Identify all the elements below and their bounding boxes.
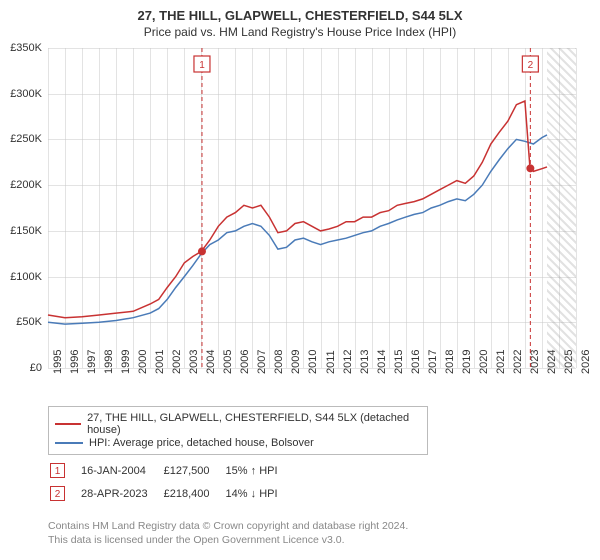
chart-title: 27, THE HILL, GLAPWELL, CHESTERFIELD, S4…	[0, 8, 600, 23]
event-dot-2	[526, 164, 534, 172]
legend-item-blue: HPI: Average price, detached house, Bols…	[55, 437, 421, 449]
event-num-2: 2	[528, 60, 534, 71]
event-row-1: 1 16-JAN-2004 £127,500 15% ↑ HPI	[50, 460, 292, 481]
series-line-red	[48, 101, 547, 318]
y-axis-label: £350K	[10, 42, 42, 54]
chart-subtitle: Price paid vs. HM Land Registry's House …	[0, 25, 600, 39]
footnote-line-2: This data is licensed under the Open Gov…	[48, 534, 408, 548]
legend-swatch-red	[55, 423, 81, 425]
y-axis-label: £100K	[10, 271, 42, 283]
y-axis-label: £150K	[10, 225, 42, 237]
event-pct-2: 14% ↓ HPI	[226, 483, 292, 504]
event-marker-2: 2	[50, 486, 65, 501]
y-axis-label: £200K	[10, 179, 42, 191]
event-date-1: 16-JAN-2004	[81, 460, 162, 481]
event-num-1: 1	[199, 60, 205, 71]
event-pct-1: 15% ↑ HPI	[226, 460, 292, 481]
event-marker-1: 1	[50, 463, 65, 478]
legend-item-red: 27, THE HILL, GLAPWELL, CHESTERFIELD, S4…	[55, 412, 421, 436]
y-axis-label: £300K	[10, 88, 42, 100]
x-axis-label: 2026	[580, 350, 592, 374]
legend-label-red: 27, THE HILL, GLAPWELL, CHESTERFIELD, S4…	[87, 412, 421, 436]
series-line-blue	[48, 135, 547, 324]
y-axis-label: £50K	[16, 316, 42, 328]
legend: 27, THE HILL, GLAPWELL, CHESTERFIELD, S4…	[48, 406, 428, 455]
footnote: Contains HM Land Registry data © Crown c…	[48, 520, 408, 547]
y-axis-label: £0	[30, 362, 42, 374]
chart-area: £0£50K£100K£150K£200K£250K£300K£350K1995…	[48, 48, 576, 368]
footnote-line-1: Contains HM Land Registry data © Crown c…	[48, 520, 408, 534]
legend-swatch-blue	[55, 442, 83, 444]
legend-label-blue: HPI: Average price, detached house, Bols…	[89, 437, 314, 449]
event-row-2: 2 28-APR-2023 £218,400 14% ↓ HPI	[50, 483, 292, 504]
event-date-2: 28-APR-2023	[81, 483, 162, 504]
event-dot-1	[198, 247, 206, 255]
events-table: 1 16-JAN-2004 £127,500 15% ↑ HPI 2 28-AP…	[48, 458, 294, 506]
event-price-1: £127,500	[164, 460, 224, 481]
y-axis-label: £250K	[10, 133, 42, 145]
event-price-2: £218,400	[164, 483, 224, 504]
